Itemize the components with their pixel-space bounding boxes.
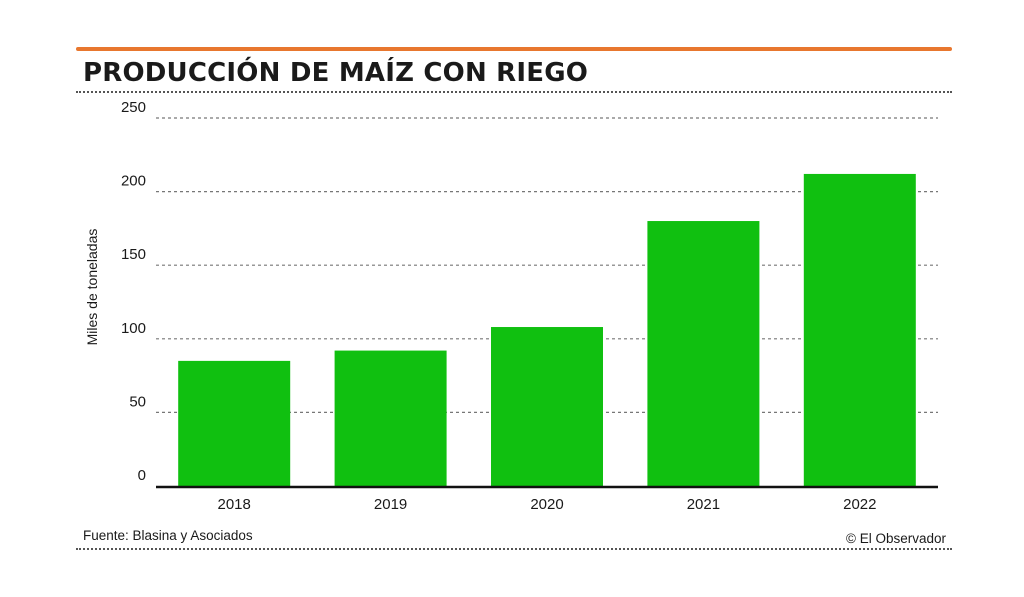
bar-2022 bbox=[803, 173, 916, 486]
x-tick-label: 2022 bbox=[843, 496, 876, 513]
chart-title: PRODUCCIÓN DE MAÍZ CON RIEGO bbox=[83, 58, 589, 88]
y-tick-label: 250 bbox=[121, 99, 146, 116]
source-note: Fuente: Blasina y Asociados bbox=[83, 528, 253, 543]
title-divider bbox=[76, 91, 952, 93]
y-tick-label: 200 bbox=[121, 173, 146, 190]
bar-2018 bbox=[178, 360, 291, 486]
bar-2020 bbox=[491, 327, 603, 486]
x-tick-label: 2019 bbox=[374, 496, 407, 513]
x-tick-label: 2018 bbox=[218, 496, 251, 513]
y-tick-label: 100 bbox=[121, 320, 146, 337]
x-tick-label: 2020 bbox=[530, 496, 563, 513]
bar-2019 bbox=[334, 350, 447, 486]
y-tick-label: 0 bbox=[138, 467, 146, 484]
bar-2021 bbox=[647, 221, 760, 487]
top-accent-rule bbox=[76, 47, 952, 51]
y-axis-label: Miles de toneladas bbox=[84, 229, 100, 346]
credit-note: © El Observador bbox=[846, 531, 946, 546]
footer-divider bbox=[76, 548, 952, 550]
x-tick-label: 2021 bbox=[687, 496, 720, 513]
y-tick-label: 150 bbox=[121, 246, 146, 263]
y-tick-label: 50 bbox=[129, 393, 146, 410]
